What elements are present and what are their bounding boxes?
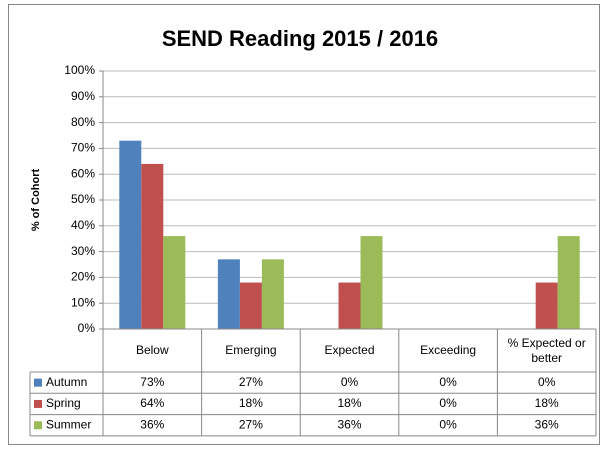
data-label: 18% [337, 396, 361, 410]
data-label: 18% [239, 396, 263, 410]
x-tick-label: Exceeding [420, 343, 477, 357]
y-tick-label: 90% [71, 89, 95, 103]
bar [535, 282, 558, 329]
data-label: 0% [439, 417, 457, 431]
bar [557, 236, 580, 329]
chart-border [8, 4, 600, 445]
y-tick-label: 30% [71, 244, 95, 258]
bar [217, 259, 240, 329]
legend-label: Summer [46, 417, 91, 431]
x-tick-label: Below [135, 343, 169, 357]
legend-label: Spring [46, 396, 81, 410]
data-label: 0% [439, 375, 457, 389]
x-tick-label: Expected [324, 343, 375, 357]
y-axis-label: % of Cohort [30, 169, 42, 232]
data-label: 36% [337, 417, 361, 431]
category-cell: Emerging [225, 343, 277, 357]
bar [338, 282, 361, 329]
y-tick-label: 20% [71, 270, 95, 284]
legend-swatch [34, 378, 42, 387]
data-label: 36% [140, 417, 164, 431]
data-label: 64% [140, 396, 164, 410]
data-label: 0% [538, 375, 556, 389]
y-tick-label: 10% [71, 295, 95, 309]
bar [261, 259, 284, 329]
data-label: 36% [535, 417, 559, 431]
category-cell: Below [135, 343, 169, 357]
legend-swatch [34, 399, 42, 408]
data-label: 27% [239, 417, 263, 431]
data-label: 0% [341, 375, 359, 389]
x-tick-label: Emerging [225, 343, 277, 357]
bar [239, 282, 262, 329]
y-tick-label: 60% [71, 166, 95, 180]
category-cell: Exceeding [420, 343, 477, 357]
y-tick-label: 0% [78, 321, 96, 335]
data-label: 27% [239, 375, 263, 389]
y-tick-label: 40% [71, 218, 95, 232]
bar [360, 236, 383, 329]
chart-title: SEND Reading 2015 / 2016 [162, 26, 438, 51]
legend-label: Autumn [46, 375, 87, 389]
x-tick-label: % Expected or better [507, 335, 586, 365]
y-tick-label: 50% [71, 192, 95, 206]
legend-swatch [34, 421, 42, 430]
y-tick-label: 100% [64, 63, 95, 77]
data-label: 18% [535, 396, 559, 410]
category-cell: Expected [324, 343, 375, 357]
bar [119, 140, 142, 329]
category-cell: % Expected or better [507, 335, 586, 365]
bar [163, 236, 186, 329]
y-tick-label: 70% [71, 141, 95, 155]
bar [141, 163, 164, 329]
data-label: 73% [140, 375, 164, 389]
data-label: 0% [439, 396, 457, 410]
y-tick-label: 80% [71, 115, 95, 129]
